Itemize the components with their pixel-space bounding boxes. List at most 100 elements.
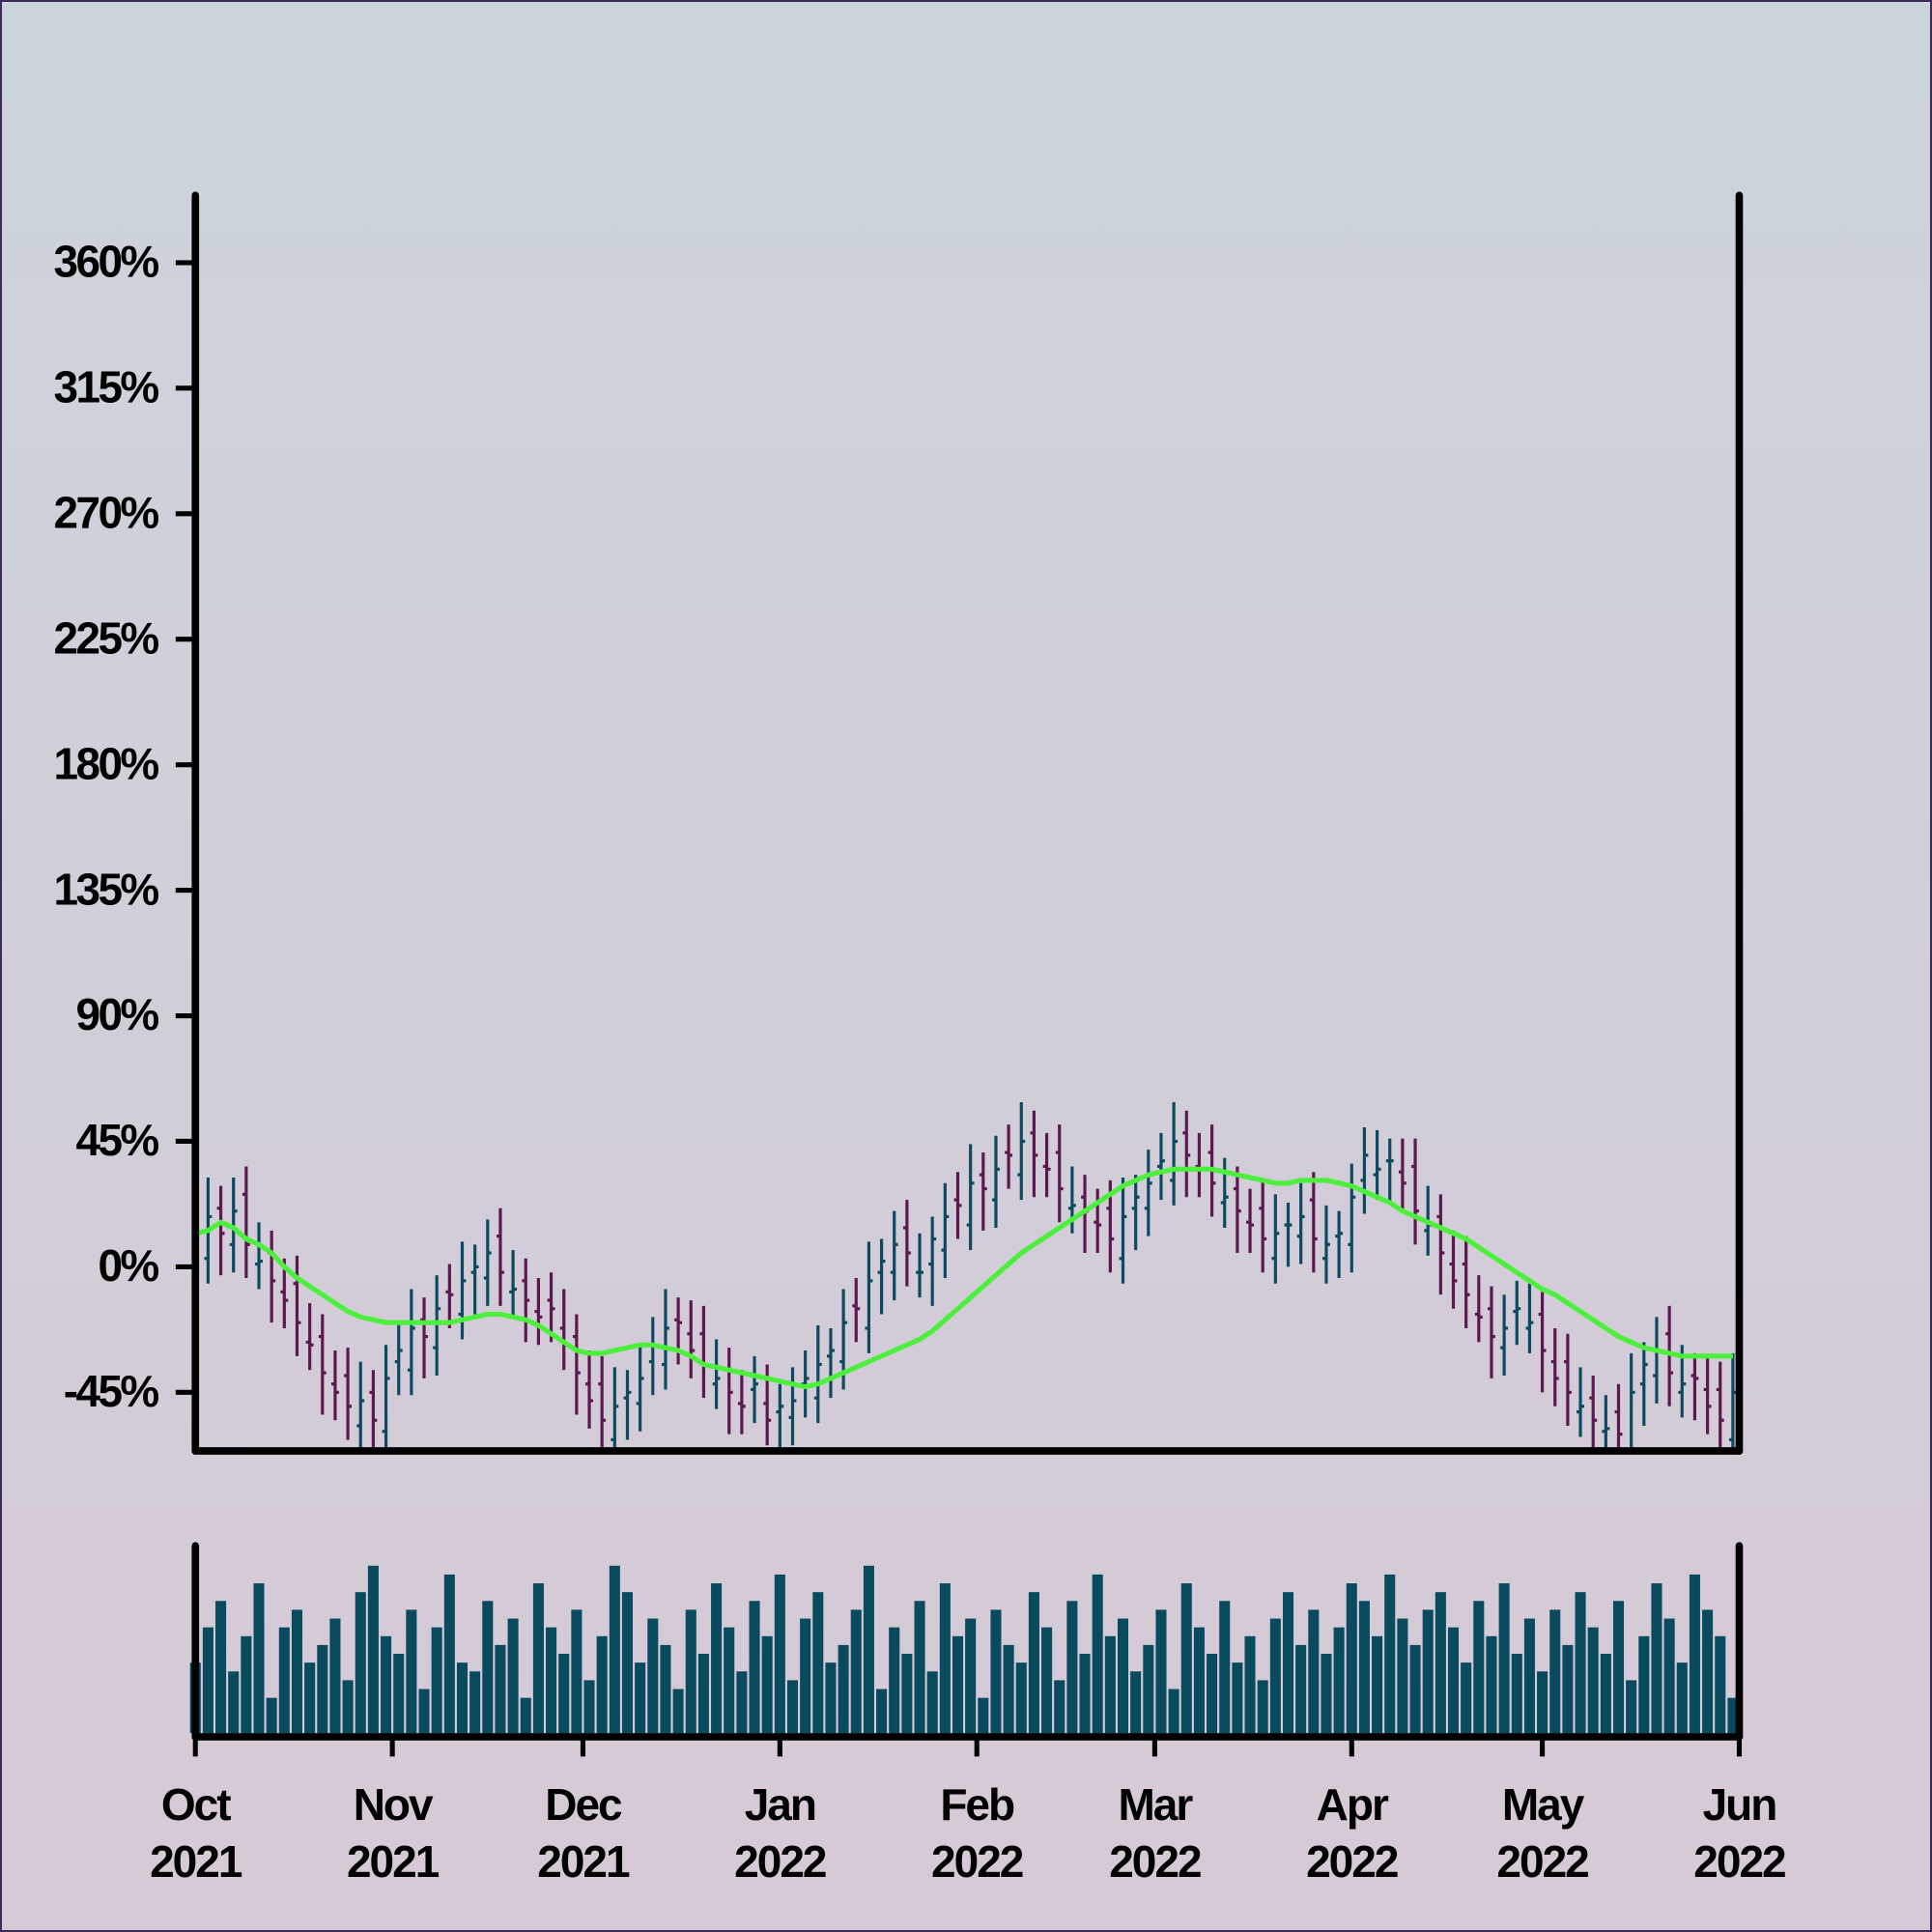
volume-bar: [939, 1583, 951, 1734]
volume-bar: [456, 1662, 469, 1734]
volume-bar: [558, 1654, 570, 1734]
volume-bar: [532, 1583, 544, 1734]
x-tick-label: Nov 2021: [346, 1778, 440, 1887]
y-tick-label: 90%: [75, 989, 158, 1039]
volume-bar: [672, 1689, 684, 1734]
volume-bar: [1015, 1662, 1027, 1734]
volume-plot: [189, 1565, 1739, 1734]
volume-bar: [965, 1618, 977, 1734]
y-tick-label: 135%: [53, 864, 158, 914]
volume-bar: [1715, 1635, 1726, 1734]
volume-bar: [660, 1644, 671, 1734]
volume-bar: [685, 1609, 696, 1734]
volume-bar: [1244, 1635, 1256, 1734]
x-tick-label: Oct 2021: [150, 1778, 242, 1887]
volume-bar: [1727, 1697, 1739, 1734]
volume-bar: [469, 1671, 481, 1734]
volume-bar: [1651, 1583, 1662, 1734]
volume-bar: [1295, 1644, 1307, 1734]
volume-bar: [1282, 1592, 1294, 1734]
volume-bar: [381, 1635, 392, 1734]
volume-bar: [1079, 1654, 1091, 1734]
volume-bar: [800, 1618, 811, 1734]
volume-bar: [609, 1565, 620, 1734]
volume-bar: [647, 1618, 659, 1734]
volume-bar: [278, 1627, 290, 1734]
y-tick-label: 225%: [53, 612, 158, 663]
volume-bar: [774, 1574, 785, 1734]
volume-bar: [876, 1689, 888, 1734]
x-tick-label: Mar 2022: [1109, 1778, 1202, 1887]
volume-bar: [342, 1680, 354, 1734]
volume-bar: [1537, 1671, 1548, 1734]
volume-bar: [1308, 1609, 1320, 1734]
volume-bar: [786, 1680, 799, 1734]
volume-bar: [1130, 1671, 1142, 1734]
volume-bar: [1409, 1644, 1421, 1734]
volume-bar: [1600, 1654, 1611, 1734]
volume-bar: [1092, 1574, 1103, 1734]
volume-bar: [1054, 1680, 1065, 1734]
volume-bar: [393, 1654, 405, 1734]
volume-bar: [1397, 1618, 1408, 1734]
volume-bar: [406, 1609, 417, 1734]
volume-bar: [952, 1635, 964, 1734]
volume-bar: [1257, 1680, 1268, 1734]
volume-bar: [1612, 1601, 1625, 1734]
moving-average-line: [195, 1166, 1733, 1390]
volume-bar: [1321, 1654, 1332, 1734]
ticks: -45% 0% 45% 90% 135% 180% 225% 270% 315% 360%: [53, 237, 1743, 1757]
axes: [191, 191, 1744, 1741]
volume-bar: [507, 1618, 519, 1734]
volume-bar: [1041, 1627, 1053, 1734]
x-tick-label: Jan 2022: [734, 1778, 827, 1887]
volume-bar: [1358, 1601, 1370, 1734]
volume-bar: [520, 1697, 531, 1734]
volume-bar: [431, 1627, 442, 1734]
volume-bar: [1486, 1635, 1497, 1734]
volume-bar: [1702, 1609, 1714, 1734]
volume-bar: [990, 1609, 1002, 1734]
volume-bar: [889, 1627, 900, 1734]
volume-bar: [1473, 1601, 1485, 1734]
volume-bar: [749, 1601, 760, 1734]
volume-bar: [1269, 1618, 1281, 1734]
volume-bar: [443, 1574, 455, 1734]
x-tick-label: Jun 2022: [1693, 1778, 1786, 1887]
volume-bar: [1676, 1662, 1688, 1734]
volume-bar: [1626, 1680, 1637, 1734]
volume-bar: [850, 1609, 862, 1734]
volume-bar: [1143, 1644, 1154, 1734]
volume-bar: [621, 1592, 634, 1734]
x-tick-label: Apr 2022: [1306, 1778, 1399, 1887]
volume-bar: [1346, 1583, 1357, 1734]
volume-bar: [1155, 1609, 1167, 1734]
volume-bar: [825, 1662, 837, 1734]
volume-bar: [1104, 1635, 1116, 1734]
volume-bar: [1638, 1635, 1650, 1734]
volume-bar: [761, 1635, 773, 1734]
volume-bar: [1117, 1618, 1129, 1734]
volume-bar: [812, 1592, 824, 1734]
volume-bar: [1461, 1662, 1472, 1734]
volume-bar: [1066, 1601, 1078, 1734]
volume-bar: [914, 1601, 925, 1734]
volume-bar: [697, 1654, 709, 1734]
volume-bar: [291, 1609, 303, 1734]
volume-bar: [736, 1671, 748, 1734]
volume-bar: [1168, 1689, 1179, 1734]
y-tick-label: 0%: [98, 1240, 158, 1291]
volume-bar: [1180, 1583, 1192, 1734]
volume-bar: [1219, 1601, 1231, 1734]
volume-bar: [418, 1689, 430, 1734]
volume-bar: [253, 1583, 265, 1734]
volume-bar: [266, 1697, 277, 1734]
volume-bar: [1549, 1609, 1561, 1734]
y-tick-label: 315%: [53, 362, 158, 412]
volume-bar: [1028, 1592, 1039, 1734]
volume-bar: [1422, 1609, 1434, 1734]
volume-bar: [1663, 1618, 1675, 1734]
volume-bar: [978, 1697, 989, 1734]
x-tick-label: Feb 2022: [931, 1778, 1024, 1887]
volume-bar: [1447, 1627, 1460, 1734]
